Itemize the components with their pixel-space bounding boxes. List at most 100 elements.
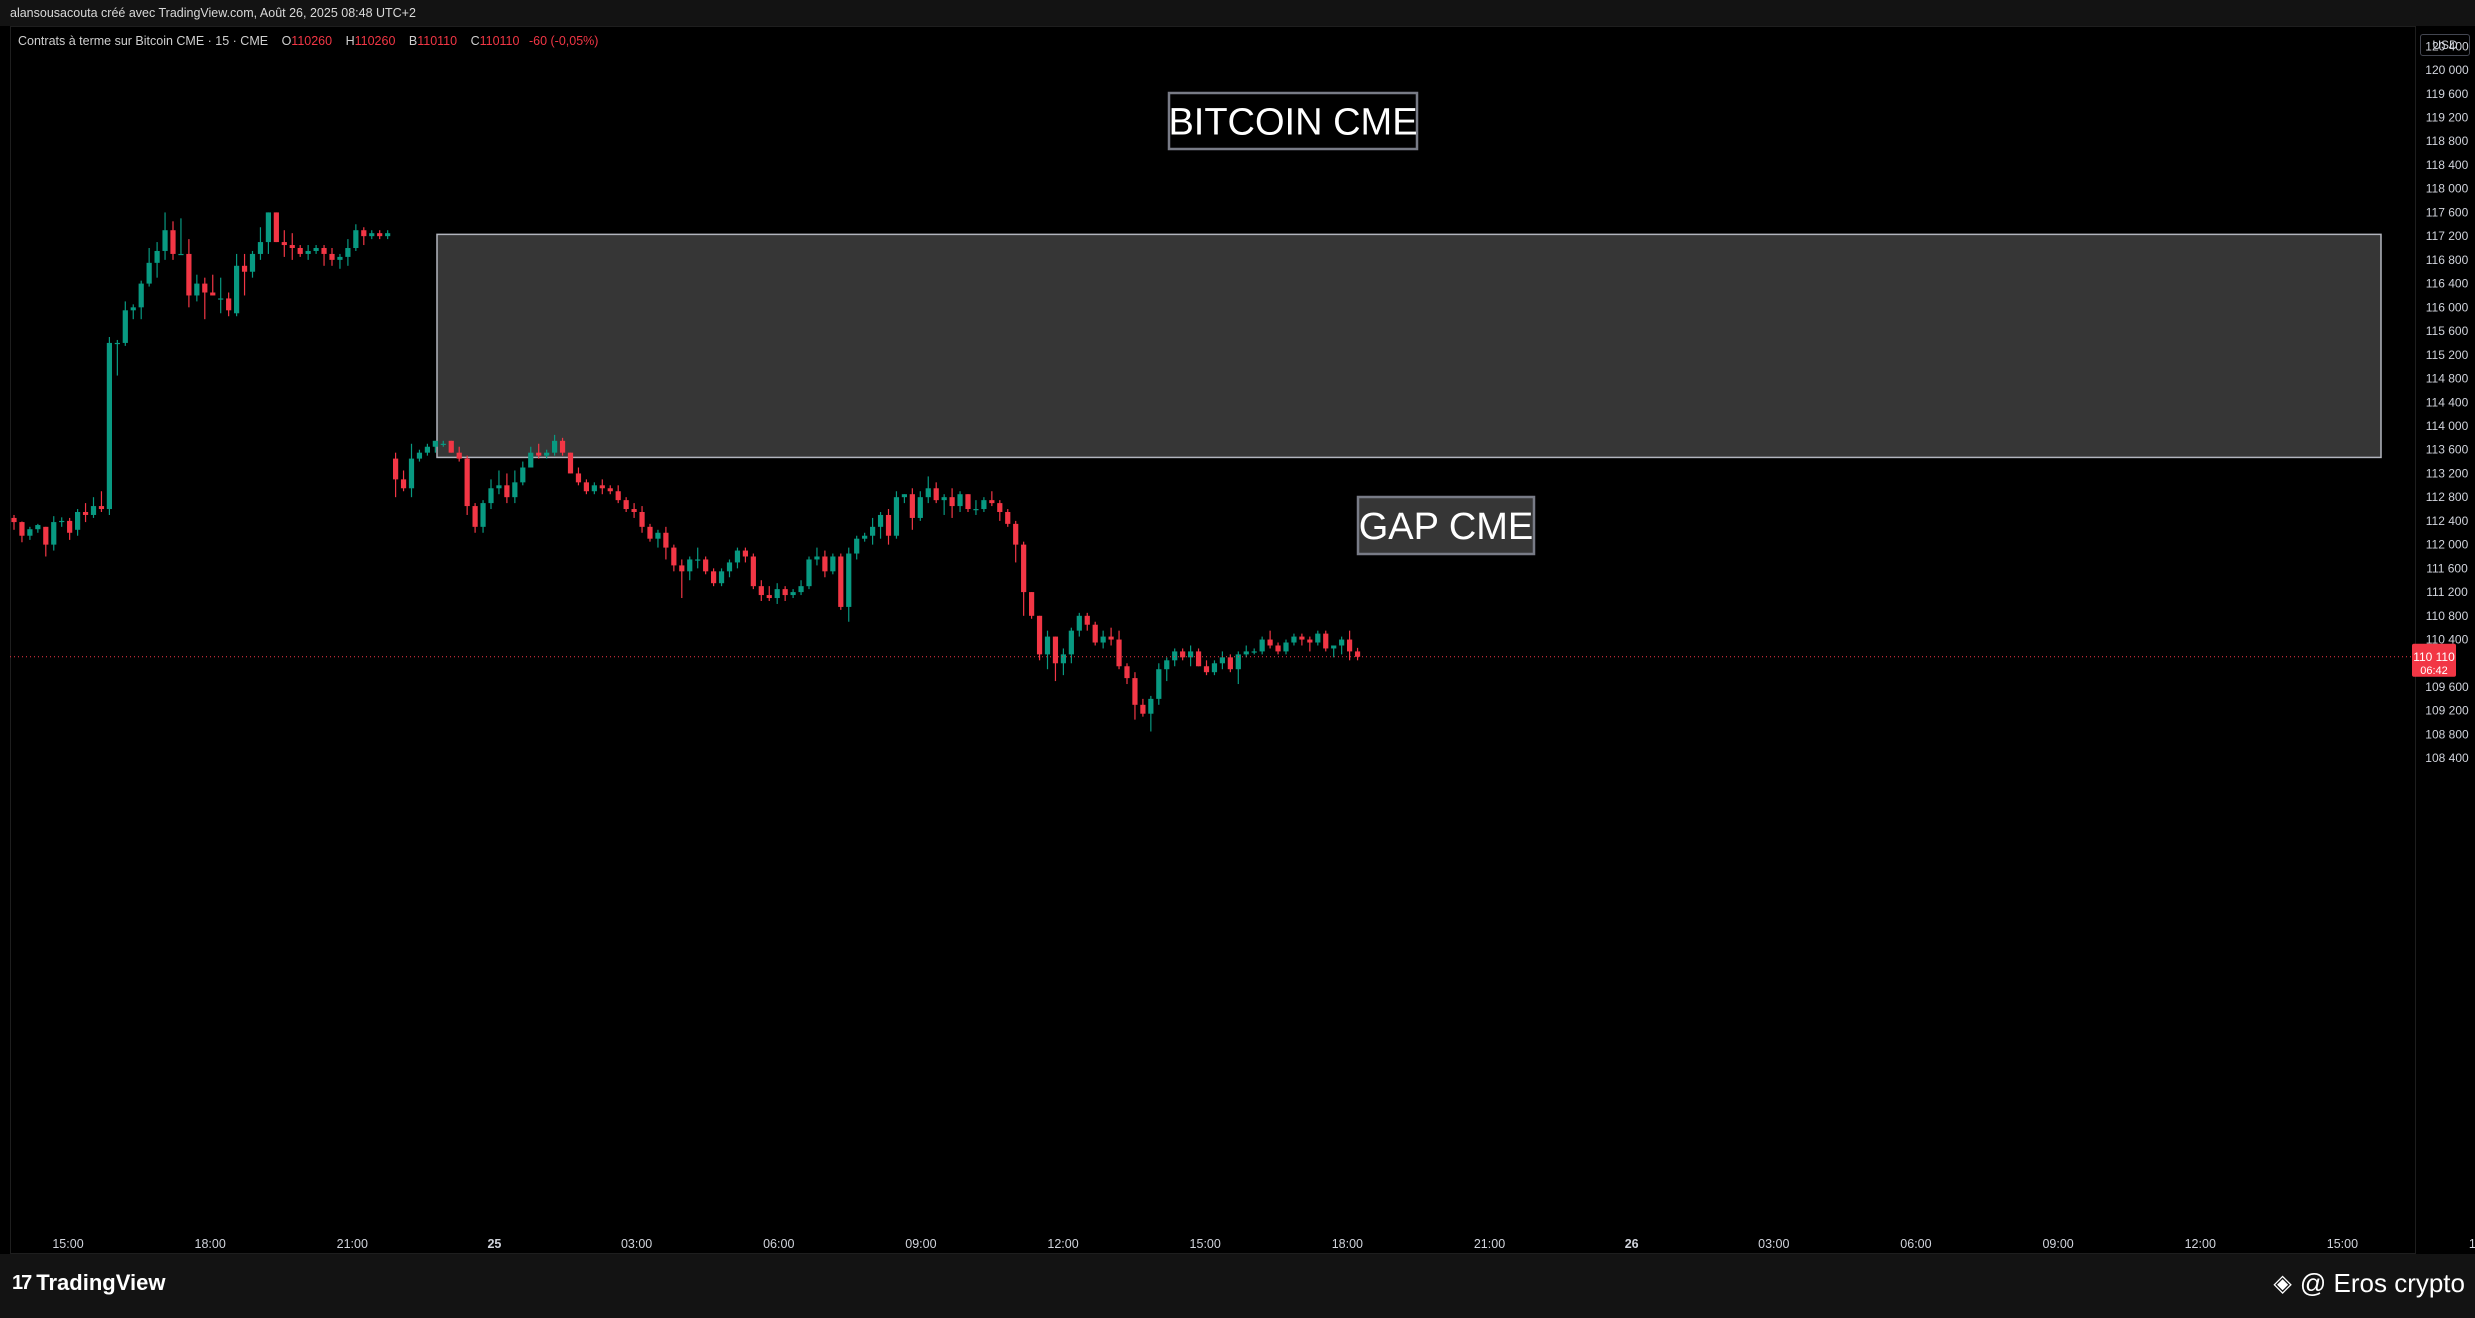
candle-body bbox=[337, 256, 343, 260]
candle-body bbox=[1354, 651, 1361, 657]
candle bbox=[1029, 592, 1035, 619]
candle bbox=[504, 473, 510, 504]
candle-body bbox=[758, 586, 764, 596]
candle-body bbox=[726, 562, 733, 572]
candle-body bbox=[1291, 636, 1297, 643]
candle bbox=[822, 550, 828, 578]
candle bbox=[51, 516, 57, 551]
legend-high-key: H bbox=[345, 34, 355, 48]
candle bbox=[353, 224, 359, 251]
candle-body bbox=[1243, 651, 1249, 655]
candle bbox=[1243, 645, 1249, 658]
candle-body bbox=[552, 440, 558, 453]
currency-selector[interactable]: USD bbox=[2420, 34, 2470, 56]
candle-body bbox=[718, 571, 725, 584]
candle-body bbox=[488, 488, 494, 504]
candle-body bbox=[59, 520, 65, 523]
price-tick-label: 113 600 bbox=[2426, 443, 2469, 457]
time-tick-label: 25 bbox=[487, 1237, 501, 1251]
candle-body bbox=[734, 550, 741, 563]
candle-body bbox=[1164, 660, 1170, 670]
candle bbox=[1291, 633, 1297, 646]
candle bbox=[1005, 509, 1011, 527]
candle bbox=[615, 485, 621, 504]
candle bbox=[408, 443, 415, 498]
candle bbox=[1219, 651, 1225, 670]
candle-body bbox=[933, 488, 939, 501]
candle bbox=[1108, 627, 1114, 646]
candle-body bbox=[687, 559, 693, 572]
candle bbox=[1188, 645, 1194, 667]
candle bbox=[1164, 657, 1170, 682]
candle bbox=[917, 491, 923, 521]
time-tick-label: 18:00 bbox=[2469, 1237, 2475, 1251]
price-tick-label: 116 000 bbox=[2426, 300, 2469, 314]
candle-body bbox=[186, 253, 192, 296]
candle-body bbox=[917, 497, 923, 518]
candle-body bbox=[957, 494, 963, 507]
candle bbox=[559, 437, 566, 456]
candle bbox=[1172, 648, 1178, 667]
candle bbox=[361, 227, 367, 246]
price-tick-label: 112 000 bbox=[2426, 538, 2469, 552]
candle bbox=[1124, 663, 1130, 685]
candle bbox=[1195, 648, 1202, 667]
candle bbox=[997, 500, 1003, 521]
candle bbox=[424, 443, 430, 456]
gap-zone[interactable] bbox=[436, 233, 2382, 459]
candle-body bbox=[218, 298, 224, 300]
legend-low: 110110 bbox=[417, 34, 458, 48]
candle bbox=[393, 452, 399, 498]
candle bbox=[1203, 660, 1210, 676]
candle bbox=[162, 212, 168, 260]
candle-body bbox=[440, 443, 446, 445]
candle bbox=[11, 514, 17, 530]
candle bbox=[432, 440, 438, 453]
candle-body bbox=[512, 482, 518, 498]
candle-body bbox=[1013, 523, 1019, 545]
bitcoin-cme-label[interactable]: BITCOIN CME bbox=[1167, 91, 1419, 151]
attribution-text: alansousacouta créé avec TradingView.com… bbox=[10, 6, 416, 20]
candle bbox=[496, 470, 502, 495]
candle-body bbox=[885, 514, 892, 536]
candle bbox=[1140, 698, 1146, 717]
candle bbox=[877, 512, 884, 539]
candle-body bbox=[655, 532, 661, 539]
candle-body bbox=[631, 509, 637, 513]
candle bbox=[933, 482, 939, 504]
candle bbox=[631, 503, 637, 518]
candle bbox=[305, 245, 311, 260]
tradingview-logo[interactable]: 17 TradingView bbox=[12, 1270, 165, 1296]
candle bbox=[1100, 630, 1106, 649]
price-tick-label: 120 400 bbox=[2425, 39, 2469, 53]
candle bbox=[416, 449, 423, 462]
tradingview-wordmark: TradingView bbox=[36, 1270, 166, 1295]
candle bbox=[607, 485, 613, 495]
candle-body bbox=[146, 262, 152, 284]
candle-body bbox=[67, 520, 73, 533]
candle bbox=[814, 547, 820, 566]
candle-body bbox=[893, 497, 900, 536]
candle bbox=[114, 339, 120, 376]
gap-cme-label[interactable]: GAP CME bbox=[1356, 495, 1536, 556]
candle bbox=[194, 274, 200, 302]
candle-body bbox=[1036, 615, 1043, 655]
candle-body bbox=[790, 592, 796, 596]
candle bbox=[528, 446, 534, 468]
candle bbox=[973, 500, 979, 515]
time-tick-label: 15:00 bbox=[2327, 1237, 2358, 1251]
candle bbox=[623, 497, 629, 513]
candle bbox=[742, 547, 748, 563]
candle-body bbox=[393, 458, 399, 480]
candle bbox=[178, 218, 184, 256]
candle-body bbox=[615, 491, 621, 501]
price-tick-label: 111 600 bbox=[2426, 561, 2468, 575]
candle bbox=[893, 491, 900, 539]
candle bbox=[536, 443, 542, 459]
candle-body bbox=[528, 452, 534, 468]
annotation-box bbox=[1356, 495, 1536, 556]
candle-body bbox=[1084, 615, 1090, 625]
candle-body bbox=[194, 283, 200, 296]
candle-body bbox=[1203, 666, 1210, 673]
